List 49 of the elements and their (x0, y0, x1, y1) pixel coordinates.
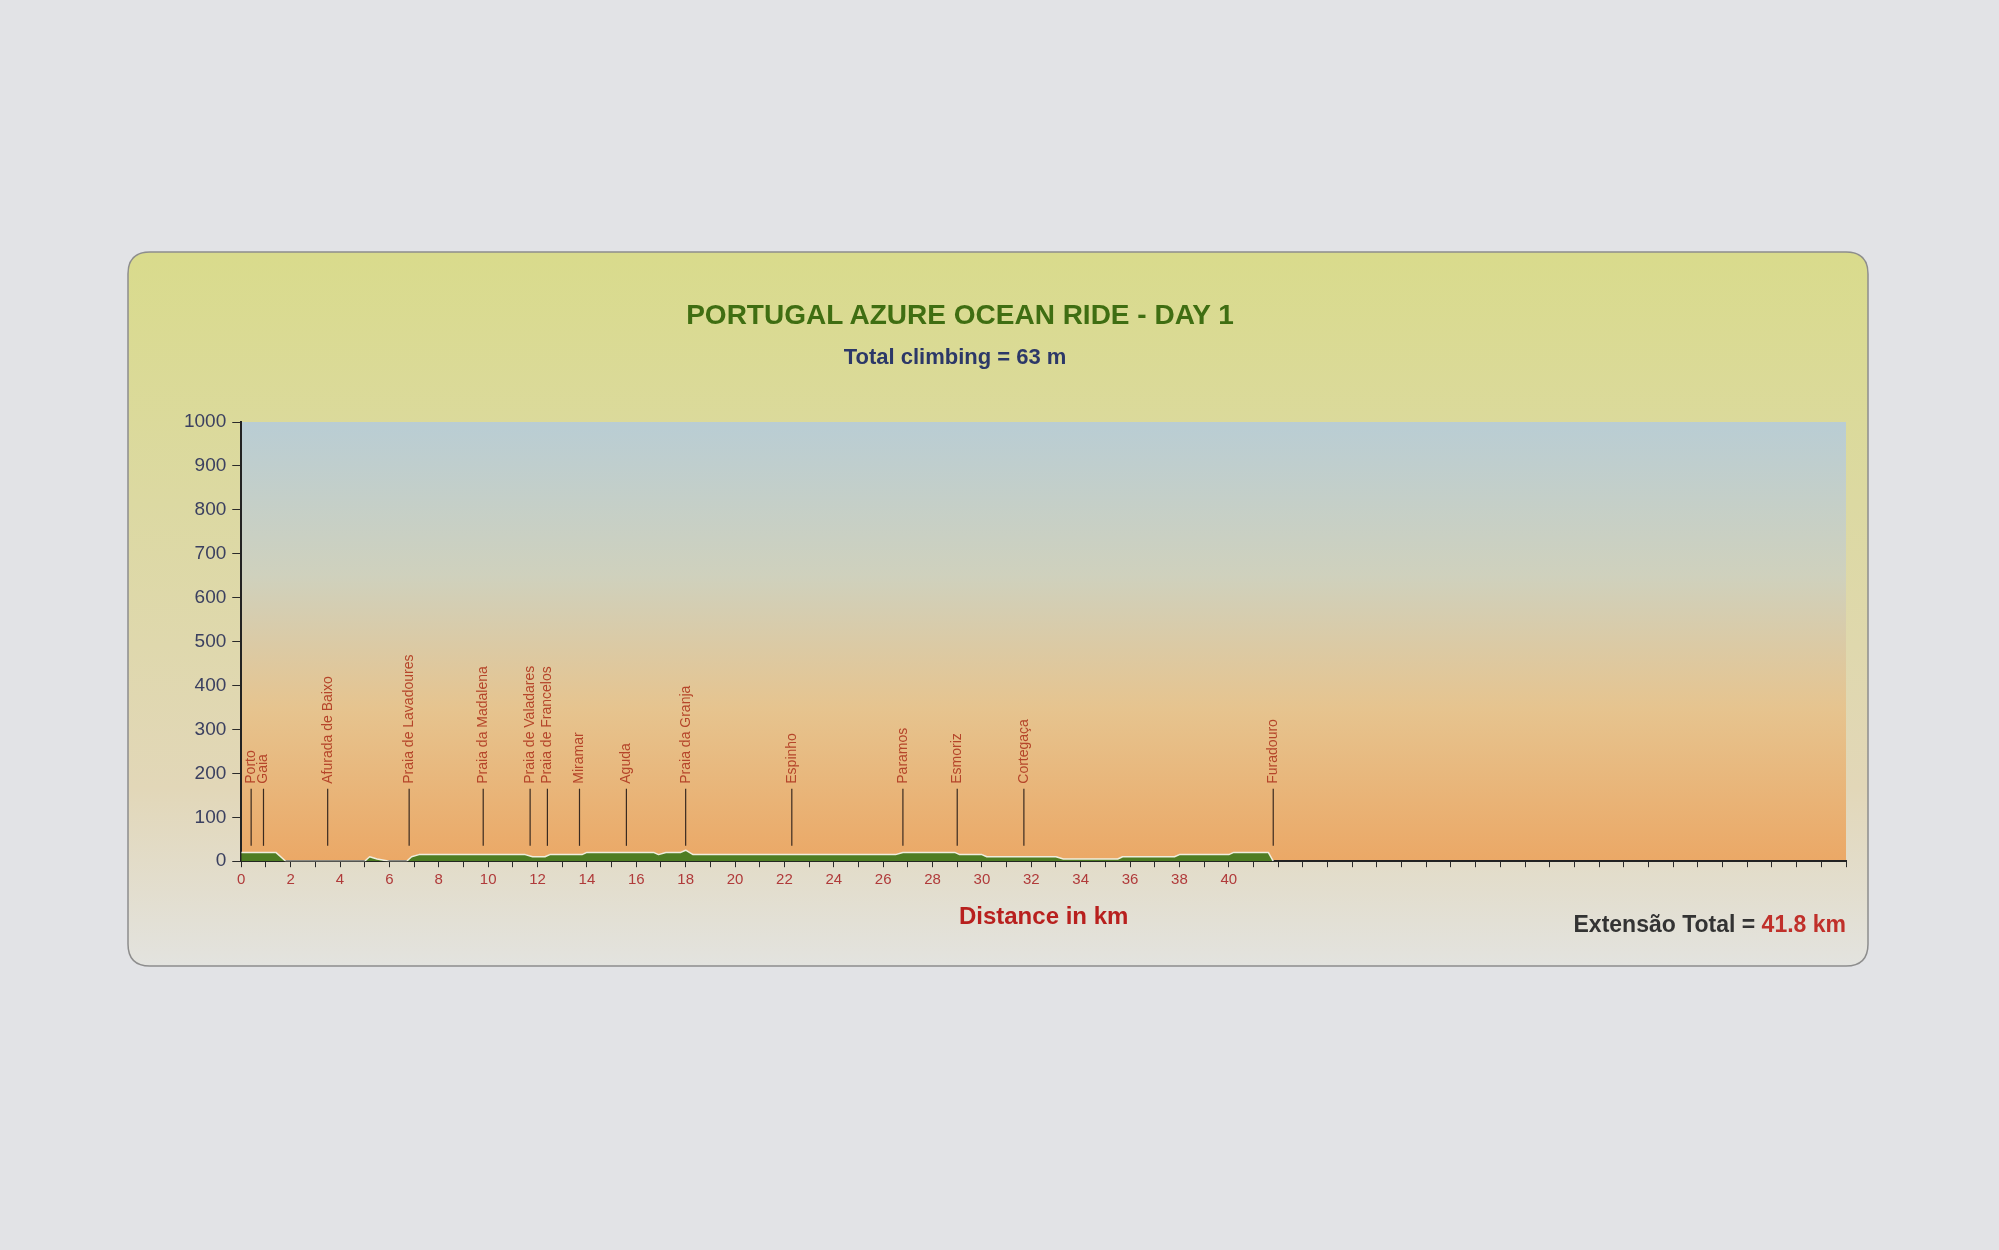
x-tick-label: 32 (1022, 870, 1040, 888)
x-tick-label: 16 (627, 870, 645, 888)
x-tick-label: 0 (237, 870, 246, 888)
x-tick-label: 24 (825, 870, 843, 888)
text: Extensão Total = 41.8 km (1573, 911, 1847, 938)
x-tick-label: 36 (1121, 870, 1139, 888)
y-tick-label: 200 (194, 761, 227, 783)
y-tick-label: 600 (194, 585, 227, 607)
x-axis-title: Distance in km (958, 902, 1129, 930)
x-tick-label: 34 (1072, 870, 1090, 888)
y-tick-label: 400 (194, 673, 227, 695)
ref-line-label: Esmoriz (948, 733, 965, 784)
x-tick-label: 28 (924, 870, 941, 888)
x-tick-label: 18 (677, 870, 694, 888)
x-tick-label: 12 (529, 870, 546, 888)
ref-line-label: Furadouro (1264, 718, 1281, 784)
x-tick-label: 4 (335, 870, 345, 888)
y-tick-label: 300 (194, 717, 227, 739)
ref-line-label: Aguda (617, 743, 634, 784)
x-tick-label: 20 (726, 870, 744, 888)
ref-line-label: Miramar (570, 732, 587, 784)
y-tick-label: 700 (194, 541, 227, 563)
chart-title: PORTUGAL AZURE OCEAN RIDE - DAY 1 (686, 298, 1234, 330)
ref-line-label: Praia da Granja (676, 685, 693, 784)
y-tick-label: 0 (215, 849, 227, 871)
x-tick-label: 2 (286, 870, 295, 888)
ref-line-label: Paramos (893, 727, 910, 784)
x-tick-label: 38 (1171, 870, 1188, 888)
x-tick-label: 26 (874, 870, 892, 888)
ref-line-label: Praia de Valadares (520, 665, 537, 784)
ref-line-label: Cortegaça (1014, 718, 1031, 784)
x-tick-label: 14 (578, 870, 596, 888)
ref-line-label: Praia de Lavadoures (400, 654, 417, 784)
x-tick-label: 8 (434, 870, 443, 888)
ref-line-label: Afurada de Baixo (318, 676, 335, 784)
y-tick-label: 100 (194, 805, 227, 827)
x-tick-label: 6 (385, 870, 394, 888)
x-tick-label: 10 (479, 870, 497, 888)
y-tick-label: 1000 (183, 410, 227, 432)
chart-subtitle: Total climbing = 63 m (843, 344, 1067, 370)
ref-line-label: Espinho (782, 732, 799, 784)
y-tick-label: 900 (194, 454, 227, 476)
x-tick-label: 22 (776, 870, 793, 888)
y-tick-label: 800 (194, 498, 227, 520)
ref-line-label: Praia da Madalena (474, 665, 491, 784)
y-tick-label: 500 (194, 629, 227, 651)
ref-line-label: Praia de Francelos (538, 666, 555, 784)
x-tick-label: 40 (1220, 870, 1238, 888)
x-tick-label: 30 (973, 870, 991, 888)
